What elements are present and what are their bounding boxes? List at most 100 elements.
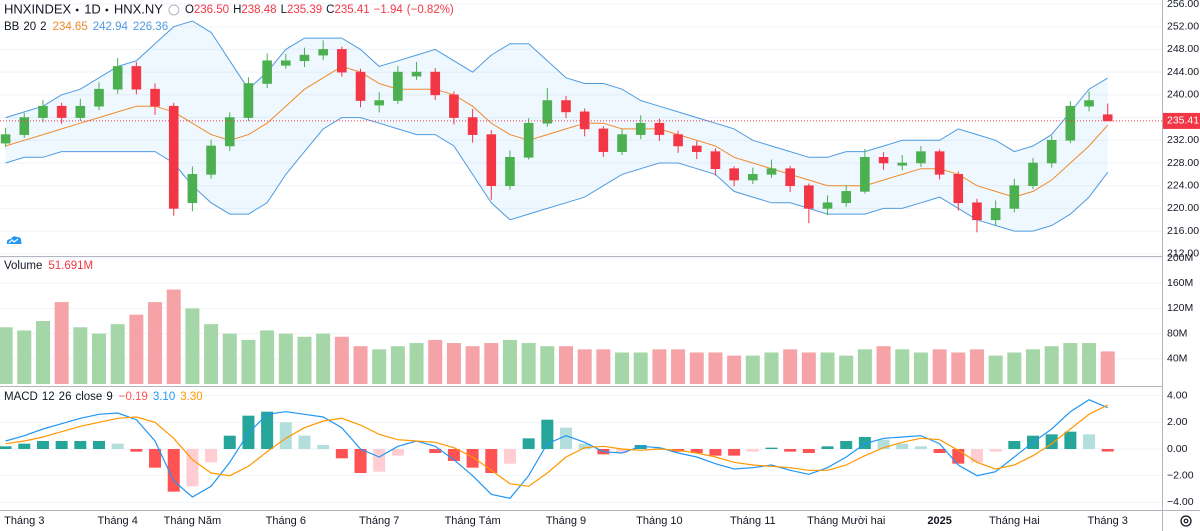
candle-body	[972, 202, 982, 221]
y-tick-label: 256.00	[1167, 0, 1199, 10]
volume-bar	[428, 339, 443, 384]
volume-bar	[895, 349, 910, 384]
candle-body	[393, 71, 403, 101]
candle-body	[224, 117, 235, 147]
macd-histogram-bar	[0, 446, 12, 449]
indicator-param: 12	[42, 391, 55, 403]
ohlc-key: O	[185, 4, 194, 16]
change: −1.94	[374, 4, 404, 16]
x-tick-label: Tháng 7	[359, 515, 399, 527]
candle-body	[0, 134, 11, 144]
macd-histogram-bar	[989, 449, 1002, 452]
macd-histogram-bar	[298, 435, 311, 449]
y-tick-label: 2.00	[1167, 416, 1188, 428]
price-badge	[1163, 112, 1200, 129]
volume-bar	[0, 327, 13, 384]
candle-body	[486, 134, 497, 187]
volume-bar	[820, 352, 835, 384]
gear-hub	[1183, 518, 1189, 524]
macd-histogram-bar	[541, 419, 554, 449]
candle-body	[822, 202, 833, 209]
logo[interactable]	[4, 233, 24, 247]
volume-bar	[353, 346, 368, 384]
candle-body	[860, 157, 870, 192]
macd-histogram-bar	[1101, 449, 1114, 452]
ohlc-key: H	[233, 4, 241, 16]
labels-layer: 212.00 216.00 220.00 224.00 228.00 232.00 236.…	[4, 0, 1200, 527]
candle-body	[281, 60, 291, 66]
status-icon	[168, 4, 180, 16]
candle-body	[187, 174, 198, 204]
volume-bar	[278, 333, 293, 384]
candle-body	[1102, 114, 1113, 122]
macd-histogram-bar	[802, 449, 815, 453]
volume-bar	[988, 355, 1003, 384]
indicator-param: 2	[40, 21, 46, 33]
ohlc-value: 236.50	[194, 4, 229, 16]
price-badge-label: 235.41	[1167, 115, 1199, 127]
macd-histogram-bar	[914, 446, 927, 449]
candle-body	[523, 122, 534, 158]
x-tick-label: Tháng Mười hai	[807, 515, 885, 527]
candle-body	[430, 71, 441, 96]
candle-body	[112, 66, 123, 90]
volume-bar	[559, 346, 574, 384]
macd-histogram-bar	[335, 449, 348, 459]
macd-histogram-bar	[130, 449, 143, 452]
x-tick-label: 2025	[927, 515, 951, 527]
candle-body	[748, 174, 758, 181]
gear-ring	[1180, 515, 1192, 527]
candle-body	[56, 105, 67, 118]
candle-body	[168, 105, 179, 209]
volume-bar	[689, 352, 704, 384]
volume-bar	[969, 349, 984, 384]
bb-fill	[5, 21, 1108, 232]
volume-bar	[596, 349, 611, 384]
macd-histogram-bar	[877, 439, 890, 449]
macd-histogram-bar	[74, 441, 87, 449]
volume-bar	[876, 346, 891, 384]
indicator-param: close	[75, 391, 102, 403]
volume-bar	[577, 349, 592, 384]
signal-line	[5, 404, 1108, 487]
candle-body	[561, 100, 571, 113]
x-tick-label: Tháng Hai	[989, 515, 1040, 527]
volume-bar	[204, 324, 219, 384]
macd-histogram-bar	[578, 443, 591, 449]
candle-body	[1028, 162, 1038, 187]
macd-histogram-bar	[429, 449, 442, 453]
y-tick-label: 232.00	[1167, 134, 1199, 146]
bb-basis-value: 234.65	[53, 21, 88, 33]
macd-line	[5, 399, 1108, 499]
macd-histogram-bar	[485, 449, 498, 473]
volume-bar	[54, 302, 69, 384]
x-tick-label: Tháng 6	[266, 515, 306, 527]
y-tick-label: 80M	[1167, 327, 1187, 339]
macd-histogram-bar	[821, 446, 834, 449]
volume-bar	[185, 308, 200, 384]
macd-histogram-bar	[1008, 441, 1021, 449]
volume-bar	[1100, 351, 1115, 384]
candle-body	[729, 168, 739, 181]
macd-histogram-bar	[1083, 434, 1096, 449]
volume-bar	[73, 327, 88, 384]
y-tick-label: 216.00	[1167, 225, 1199, 237]
y-tick-label: −2.00	[1167, 469, 1194, 481]
bb-upper-value: 242.94	[93, 21, 129, 33]
candle-body	[131, 66, 142, 90]
volume-bar	[409, 343, 424, 384]
volume-bar	[652, 349, 667, 384]
macd-histogram-bar	[36, 441, 49, 449]
candle-body	[635, 122, 646, 135]
x-tick-label: Tháng 11	[730, 515, 776, 527]
candle-body	[262, 60, 272, 84]
volume-bar	[465, 346, 480, 384]
volume-bar	[1026, 349, 1041, 384]
settings-button[interactable]	[1180, 515, 1192, 527]
candle-body	[374, 100, 385, 106]
candle-body	[953, 174, 964, 204]
volume-bar	[110, 324, 125, 384]
indicator-param: 9	[106, 391, 112, 403]
volume-bar	[951, 352, 966, 384]
